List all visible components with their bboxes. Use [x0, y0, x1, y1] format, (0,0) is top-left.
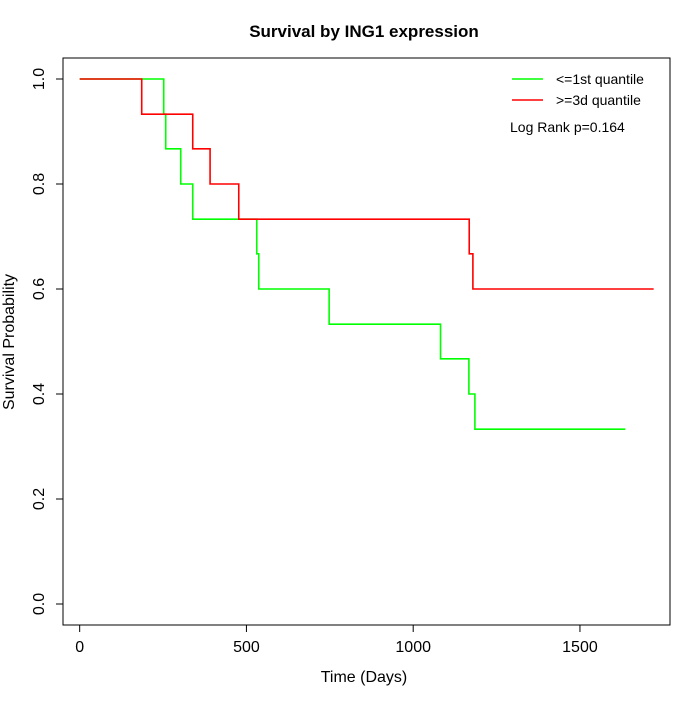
y-tick-label: 0.8: [31, 173, 48, 195]
y-tick-label: 0.2: [31, 488, 48, 510]
chart-title: Survival by ING1 expression: [249, 22, 479, 41]
x-axis-label: Time (Days): [321, 669, 408, 686]
plot-frame: [62, 57, 671, 626]
x-tick-label: 0: [75, 639, 84, 656]
legend-label-low: <=1st quantile: [556, 71, 644, 87]
x-tick-label: 1500: [562, 639, 598, 656]
series-high-quantile-curve: [79, 78, 654, 290]
y-tick-label: 0.6: [31, 278, 48, 300]
y-axis-label: Survival Probability: [1, 274, 18, 410]
series-low-quantile-curve: [79, 78, 626, 430]
legend-label-high: >=3d quantile: [556, 92, 641, 108]
y-tick-label: 0.0: [31, 593, 48, 615]
x-tick-label: 500: [233, 639, 260, 656]
legend: <=1st quantile >=3d quantile Log Rank p=…: [510, 71, 644, 135]
x-tick-label: 1000: [395, 639, 431, 656]
y-tick-label: 1.0: [31, 68, 48, 90]
y-tick-label: 0.4: [31, 383, 48, 405]
logrank-annotation: Log Rank p=0.164: [510, 119, 625, 135]
